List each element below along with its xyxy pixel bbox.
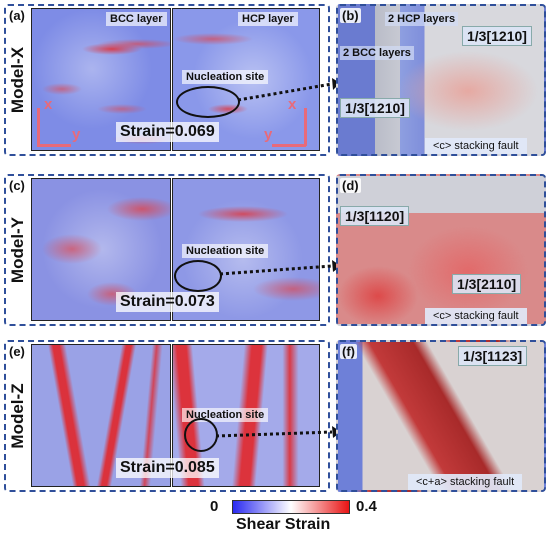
panel-d-letter: (d): [340, 178, 361, 193]
colorbar-min-label: 0: [210, 498, 219, 515]
model-z-label: Model-Z: [8, 383, 27, 449]
axis-x-arrow-right: [304, 108, 307, 146]
burgers-vector-2: 1/3[1210]: [340, 98, 410, 118]
colorbar: [232, 500, 350, 514]
model-z-frame: [4, 340, 330, 492]
panel-d-atoms: [336, 174, 546, 326]
axis-y-arrow: [37, 144, 71, 147]
panel-b-letter: (b): [340, 8, 361, 23]
pointer-arrow: [237, 78, 340, 102]
nucleation-ellipse: [176, 86, 240, 118]
burgers-vector-1: 1/3[1210]: [462, 26, 532, 46]
axis-y-arrow-right: [272, 144, 306, 147]
hcp-layer-label: HCP layer: [238, 12, 298, 26]
axis-x-label: x: [44, 96, 53, 113]
panel-c-letter: (c): [7, 178, 27, 193]
axis-x-arrow: [37, 108, 40, 146]
bcc-layer-label: BCC layer: [106, 12, 167, 26]
strain-label-2: Strain=0.073: [116, 292, 219, 312]
bcc-layers-label: 2 BCC layers: [340, 46, 414, 60]
burgers-vector-5: 1/3[1123]: [458, 346, 528, 366]
panel-f-letter: (f): [340, 344, 357, 359]
model-y-label: Model-Y: [8, 216, 27, 284]
colorbar-title: Shear Strain: [236, 516, 331, 533]
model-y-frame: [4, 174, 330, 326]
burgers-vector-4: 1/3[2110]: [452, 274, 522, 294]
panel-f-atoms: [336, 340, 546, 492]
model-x-frame: [4, 4, 330, 156]
axis-y-label: y: [72, 126, 81, 143]
nucleation-ellipse-3: [184, 418, 218, 452]
pointer-arrow-2: [219, 260, 341, 276]
stacking-fault-label: <c> stacking fault: [425, 138, 527, 154]
panel-a-letter: (a): [7, 8, 27, 23]
stacking-fault-label-3: <c+a> stacking fault: [408, 474, 523, 490]
nucleation-site-label: Nucleation site: [182, 70, 269, 84]
axis-y-label-right: y: [264, 126, 273, 143]
stacking-fault-label-2: <c> stacking fault: [425, 308, 527, 324]
model-x-label: Model-X: [8, 46, 27, 114]
strain-label: Strain=0.069: [116, 122, 219, 142]
colorbar-max-label: 0.4: [356, 498, 377, 515]
nucleation-site-label-2: Nucleation site: [182, 244, 269, 258]
pointer-arrow-3: [215, 426, 341, 438]
panel-e-letter: (e): [7, 344, 27, 359]
nucleation-ellipse-2: [174, 260, 222, 292]
axis-x-label-right: x: [288, 96, 297, 113]
burgers-vector-3: 1/3[1120]: [340, 206, 410, 226]
hcp-layers-label: 2 HCP layers: [385, 12, 459, 26]
strain-label-3: Strain=0.085: [116, 458, 219, 478]
